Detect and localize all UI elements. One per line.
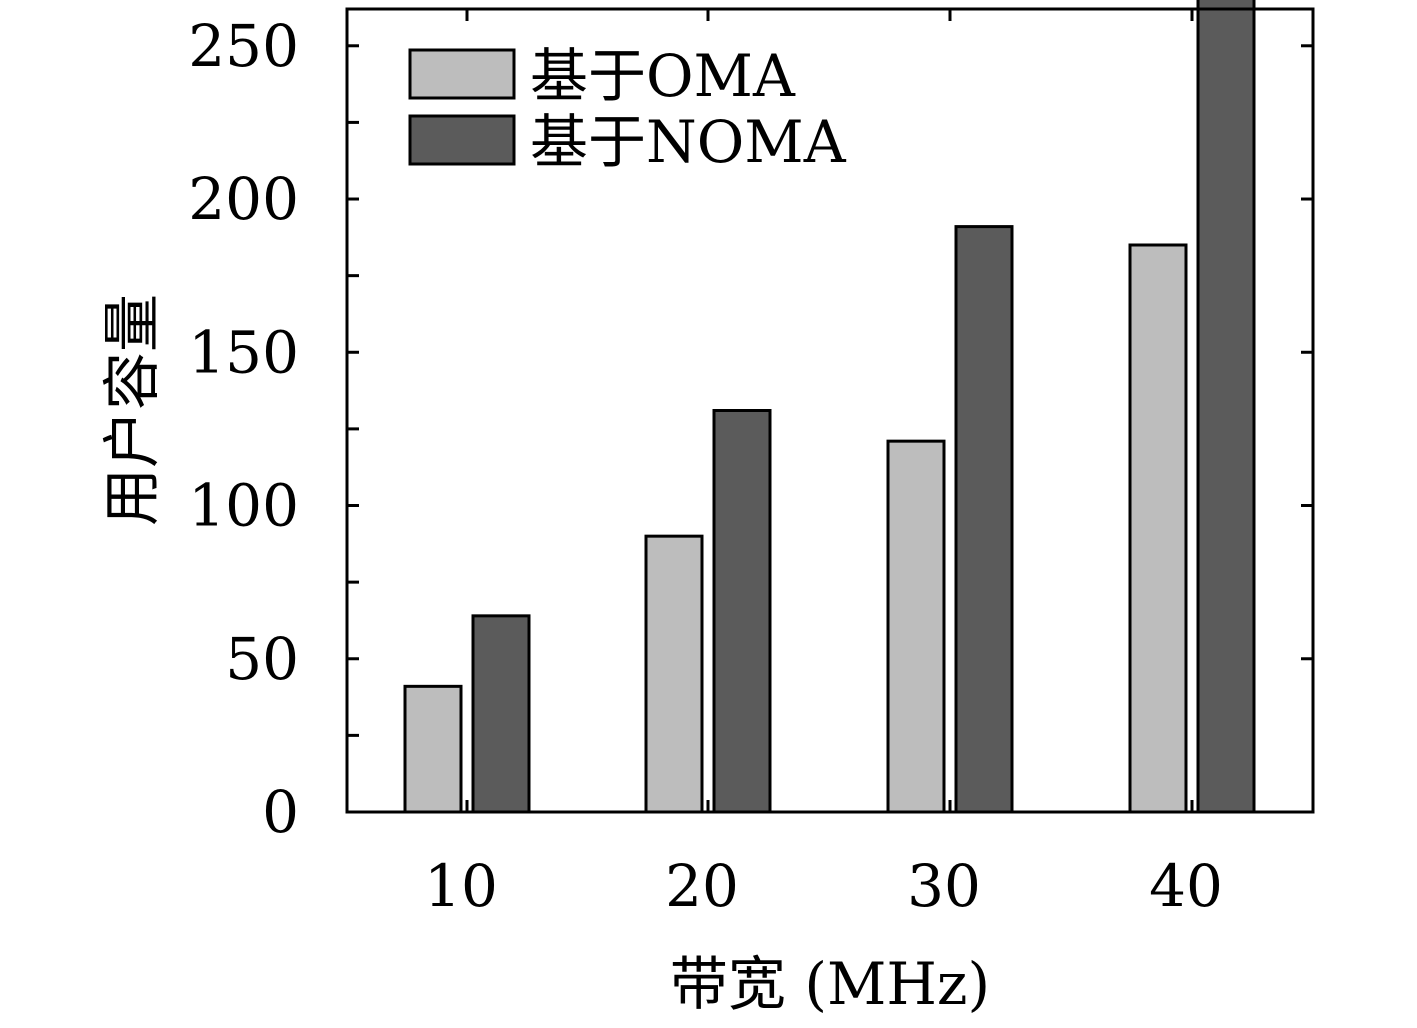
plot-frame — [345, 7, 1315, 814]
bar-noma-30 — [954, 225, 1014, 814]
bars — [403, 0, 1256, 814]
bar-oma-40 — [1128, 243, 1188, 814]
legend: 基于OMA 基于NOMA — [408, 42, 847, 176]
x-tick-labels: 10 20 30 40 — [424, 852, 1223, 920]
legend-swatch-noma — [408, 114, 516, 166]
x-axis-title: 带宽 (MHz) — [670, 950, 990, 1018]
y-tick-label: 50 — [225, 625, 299, 693]
y-tick-labels: 0 50 100 150 200 250 — [188, 12, 299, 846]
y-tick-label: 200 — [188, 165, 299, 233]
bar-oma-30 — [886, 439, 946, 814]
bar-oma-20 — [644, 534, 704, 814]
x-tick-label: 10 — [424, 852, 498, 920]
bar-oma-10 — [403, 684, 463, 814]
x-tick-label: 30 — [907, 852, 981, 920]
tick-marks — [347, 9, 1313, 814]
y-tick-label: 150 — [188, 318, 299, 386]
bar-noma-10 — [471, 614, 531, 814]
legend-label-oma: 基于OMA — [530, 42, 796, 110]
x-tick-label: 40 — [1149, 852, 1223, 920]
x-tick-label: 20 — [665, 852, 739, 920]
bar-noma-40 — [1196, 0, 1256, 814]
y-tick-label: 0 — [262, 778, 299, 846]
legend-label-noma: 基于NOMA — [530, 108, 847, 176]
legend-swatch-oma — [408, 48, 516, 100]
bar-noma-20 — [712, 409, 772, 814]
y-tick-label: 100 — [188, 472, 299, 540]
y-tick-label: 250 — [188, 12, 299, 80]
y-axis-title: 用户容量 — [98, 294, 166, 526]
